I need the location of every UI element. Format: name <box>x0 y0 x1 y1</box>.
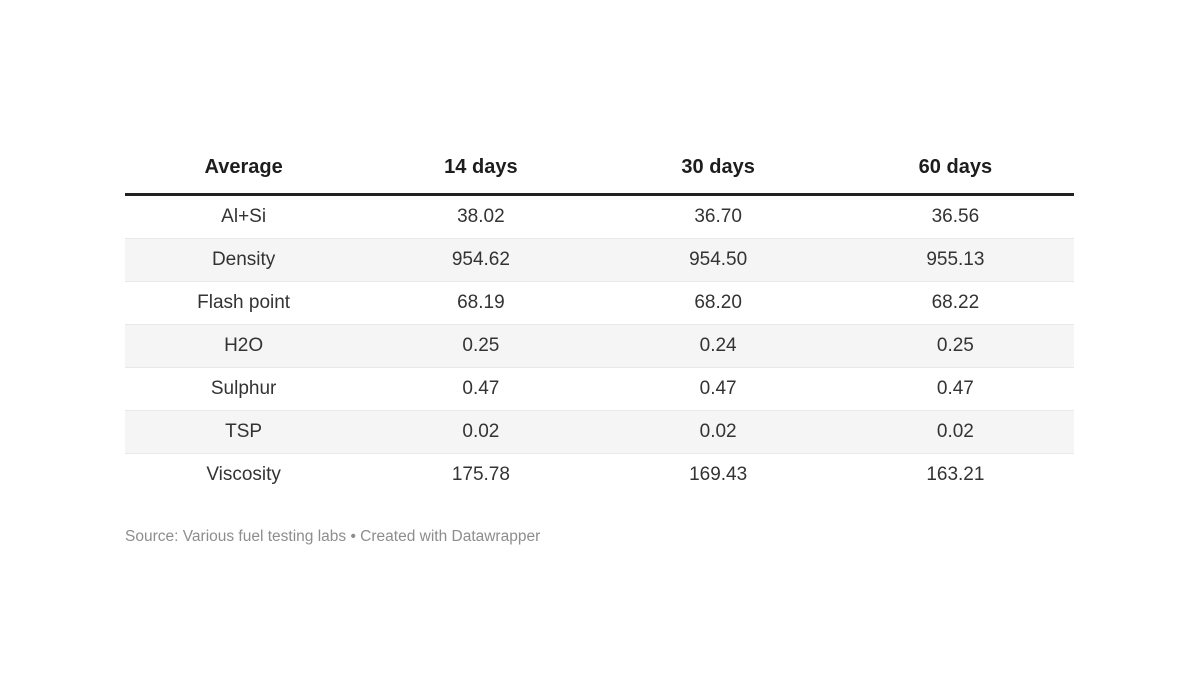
row-label: Al+Si <box>221 206 267 227</box>
table-cell: 68.19 <box>362 281 600 325</box>
row-label: TSP <box>125 410 363 454</box>
table-cell: 163.21 <box>836 453 1074 496</box>
table-row: Sulphur 0.47 0.47 0.47 <box>125 367 1074 411</box>
column-header: 30 days <box>599 141 837 196</box>
table-cell: 954.50 <box>599 238 837 282</box>
table-row: TSP 0.02 0.02 0.02 <box>125 410 1074 454</box>
table-cell: 0.25 <box>836 324 1074 368</box>
table-cell: 169.43 <box>599 453 837 496</box>
table-row: Density 954.62 954.50 955.13 <box>125 238 1074 282</box>
table-row: Al+Si 38.02 36.70 36.56 <box>125 195 1074 239</box>
column-header: Average <box>125 141 363 196</box>
table-cell: 0.02 <box>362 410 600 454</box>
table-cell: 955.13 <box>836 238 1074 282</box>
row-label: Viscosity <box>125 453 363 496</box>
table-cell: 175.78 <box>362 453 600 496</box>
table-cell: 68.20 <box>599 281 837 325</box>
table-row: H2O 0.25 0.24 0.25 <box>125 324 1074 368</box>
data-table-visualization: Average 14 days 30 days 60 days Al+Si 38.02 3… <box>125 141 1074 547</box>
column-header: 14 days <box>362 141 600 196</box>
table-cell: 954.62 <box>362 238 600 282</box>
row-label: Flash point <box>125 281 363 325</box>
row-label: H2O <box>125 324 363 368</box>
table-row: Viscosity 175.78 169.43 163.21 <box>125 453 1074 496</box>
table-row: Flash point 68.19 68.20 68.22 <box>125 281 1074 325</box>
table-cell: 68.22 <box>836 281 1074 325</box>
table-cell: 0.47 <box>599 367 837 411</box>
table-header-row: Average 14 days 30 days 60 days <box>125 141 1074 196</box>
row-label: Density <box>125 238 363 282</box>
table-cell: 0.25 <box>362 324 600 368</box>
table-header: Average 14 days 30 days 60 days <box>125 141 1074 196</box>
column-header: 60 days <box>836 141 1074 196</box>
table-cell: 36.70 <box>694 206 742 227</box>
table-cell: 0.24 <box>599 324 837 368</box>
table-cell: 0.47 <box>362 367 600 411</box>
source-attribution: Source: Various fuel testing labs • Crea… <box>125 528 541 545</box>
row-label: Sulphur <box>125 367 363 411</box>
table-cell: 36.56 <box>931 206 980 227</box>
table-cell: 0.47 <box>836 367 1074 411</box>
table-cell: 0.02 <box>836 410 1074 454</box>
table-cell: 0.02 <box>599 410 837 454</box>
table-cell: 38.02 <box>457 206 505 227</box>
table-body: Al+Si 38.02 36.70 36.56 Density 954.62 954.50 9… <box>125 195 1074 496</box>
averages-table: Average 14 days 30 days 60 days Al+Si 38.02 3… <box>125 141 1074 496</box>
